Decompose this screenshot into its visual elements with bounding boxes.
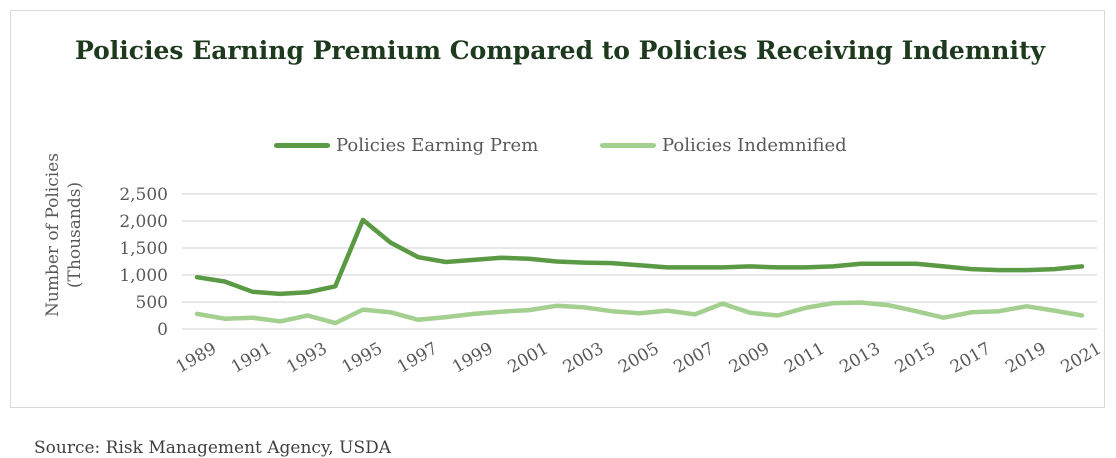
x-tick-label: 1993 — [283, 339, 330, 378]
x-tick-label: 2007 — [670, 339, 717, 378]
legend: Policies Earning Prem Policies Indemnifi… — [0, 131, 1116, 159]
y-tick-label: 2,500 — [119, 185, 168, 205]
x-tick-label: 2015 — [892, 339, 939, 378]
x-tick-label: 1999 — [449, 339, 496, 378]
series-line-policies-indemnified — [194, 300, 1085, 326]
x-tick-label: 2001 — [504, 339, 551, 378]
y-tick-label: 2,000 — [119, 212, 168, 232]
legend-item-indemnified: Policies Indemnified — [600, 131, 847, 159]
chart-title: Policies Earning Premium Compared to Pol… — [74, 36, 1046, 65]
source-note: Source: Risk Management Agency, USDA — [34, 438, 391, 458]
legend-swatch-indemnified — [600, 142, 656, 148]
series-line-policies-earning-prem — [194, 217, 1085, 297]
legend-label-premium: Policies Earning Prem — [336, 134, 539, 156]
x-tick-label: 1991 — [228, 339, 275, 378]
x-tick-label: 2019 — [1002, 339, 1049, 378]
legend-item-premium: Policies Earning Prem — [274, 131, 538, 159]
x-tick-label: 2013 — [836, 339, 883, 378]
y-tick-label: 0 — [157, 320, 168, 340]
x-tick-label: 2011 — [781, 339, 828, 378]
x-tick-label: 2021 — [1058, 339, 1105, 378]
x-tick-label: 2017 — [947, 339, 994, 378]
y-tick-label: 500 — [136, 293, 168, 313]
legend-swatch-premium — [274, 142, 330, 148]
x-tick-label: 2005 — [615, 339, 662, 378]
x-tick-label: 2009 — [726, 339, 773, 378]
chart-frame — [10, 10, 1105, 408]
x-tick-label: 2003 — [560, 339, 607, 378]
x-tick-label: 1995 — [339, 339, 386, 378]
x-tick-label: 1989 — [173, 339, 220, 378]
y-tick-label: 1,000 — [119, 266, 168, 286]
x-tick-label: 1997 — [394, 339, 441, 378]
y-tick-label: 1,500 — [119, 239, 168, 259]
legend-label-indemnified: Policies Indemnified — [662, 134, 847, 156]
